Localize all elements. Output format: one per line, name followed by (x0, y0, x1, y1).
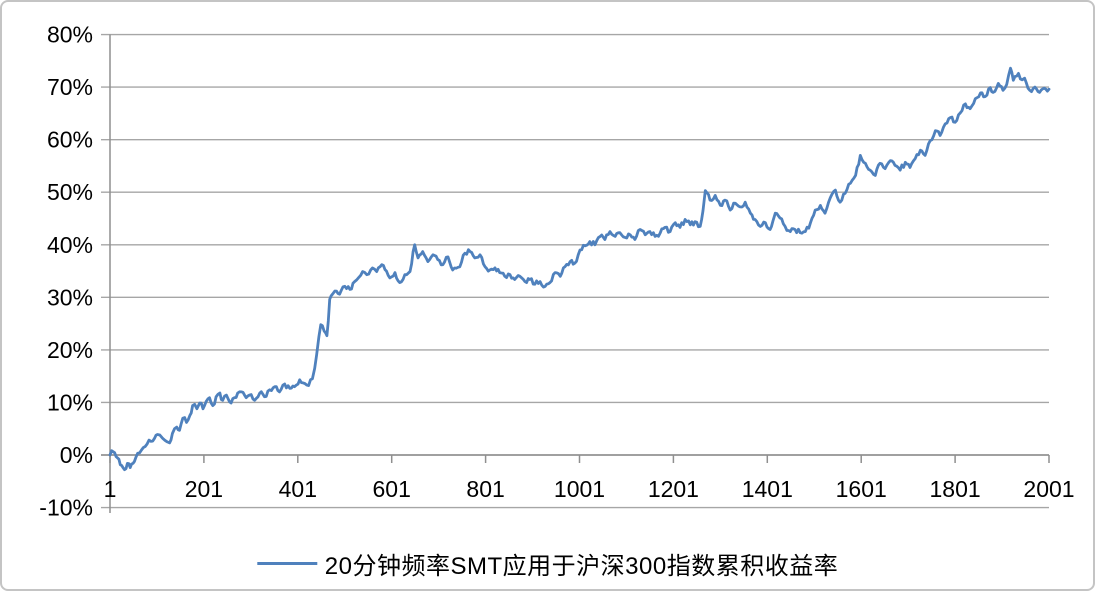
x-tick-label: 201 (185, 476, 223, 502)
legend-line-sample (256, 562, 317, 565)
y-tick-label: 40% (47, 232, 93, 258)
x-tick-label: 401 (279, 476, 317, 502)
y-tick-label: 60% (47, 127, 93, 153)
y-tick-label: 20% (47, 337, 93, 363)
y-tick-label: -10% (39, 495, 93, 521)
series-line (108, 66, 1051, 472)
y-tick-label: 80% (47, 22, 93, 48)
y-tick-label: 30% (47, 284, 93, 310)
x-tick-label: 1601 (836, 476, 887, 502)
y-tick-label: 50% (47, 179, 93, 205)
x-tick-label: 601 (373, 476, 411, 502)
y-tick-label: 70% (47, 74, 93, 100)
x-tick-label: 1201 (648, 476, 699, 502)
x-tick-label: 1801 (930, 476, 981, 502)
x-tick-label: 2001 (1023, 476, 1074, 502)
x-tick-label: 801 (466, 476, 504, 502)
y-tick-label: 0% (60, 442, 93, 468)
x-tick-label: 1001 (554, 476, 605, 502)
x-tick-label: 1401 (742, 476, 793, 502)
legend-label: 20分钟频率SMT应用于沪深300指数累积收益率 (324, 553, 839, 580)
legend: 20分钟频率SMT应用于沪深300指数累积收益率 (256, 546, 839, 581)
x-tick-label: 1 (104, 476, 117, 502)
y-tick-label: 10% (47, 389, 93, 415)
